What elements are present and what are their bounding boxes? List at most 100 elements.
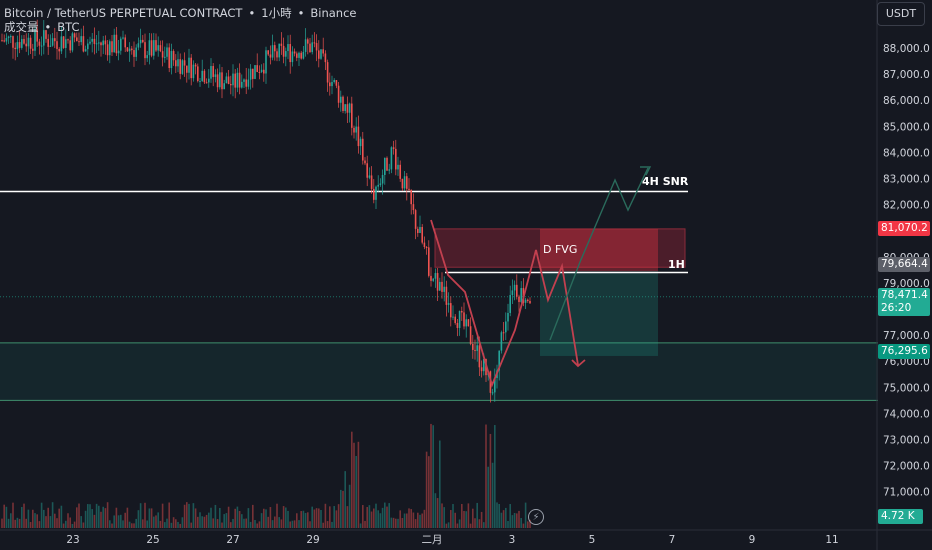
volume-bar [494,425,496,528]
annotation-d-fvg[interactable]: D FVG [543,243,578,256]
y-tick-label: 73,000.0 [883,435,930,447]
volume-bar [234,508,236,528]
candle-body [177,59,179,67]
volume-bar [423,509,426,528]
volume-bar [245,518,247,528]
y-tick-label: 76,000.0 [883,356,930,368]
volume-bar [3,504,5,528]
volume-bar [223,514,225,528]
candle-body [395,148,397,170]
candle-body [181,60,184,74]
volume-bar [326,521,329,528]
candle-body [322,49,324,54]
volume-bar [84,510,87,528]
candle-body [467,319,470,327]
annotation-1h[interactable]: 1H [668,258,685,271]
volume-label[interactable]: 成交量 [4,20,39,34]
volume-bar [201,516,203,528]
volume-bar [432,425,434,528]
candle-body [208,78,210,83]
volume-bar [395,518,397,528]
volume-bar [166,518,168,528]
volume-bar [478,519,481,528]
volume-bar [529,519,531,528]
symbol-name[interactable]: Bitcoin / TetherUS PERPETUAL CONTRACT [4,6,243,20]
volume-bar [109,520,111,528]
candle-body [285,51,287,57]
y-tick-label: 71,000.0 [883,487,930,499]
volume-bar [344,471,346,528]
candle-body [454,316,456,323]
candle-body [232,73,234,86]
candle-body [265,50,267,74]
candle-body [252,68,254,79]
candle-body [335,80,338,86]
exchange-label: Binance [310,6,357,20]
volume-bar [287,510,289,528]
lightning-icon[interactable]: ⚡ [528,509,544,525]
volume-bar [82,522,85,528]
candle-body [516,284,518,297]
volume-bar [177,521,179,528]
y-tick-label: 79,000.0 [883,278,930,290]
candle-body [234,73,236,88]
candle-body [502,332,505,334]
volume-bar [12,502,14,528]
candle-body [309,43,311,53]
volume-bar [170,522,173,528]
volume-bar [430,423,432,528]
volume-bar [113,515,115,528]
volume-bar [199,512,201,528]
volume-bar [238,511,241,528]
candle-body [329,82,331,87]
volume-bar [216,519,219,528]
volume-bar [322,522,324,528]
candle-body [179,59,181,74]
volume-bar [168,502,170,528]
candle-body [12,36,14,48]
volume-bar [406,513,408,528]
volume-bar [511,515,514,528]
candle-body [32,48,34,51]
volume-bar [146,520,148,528]
volume-bar [377,510,379,528]
volume-bar [516,513,518,528]
volume-bar [258,521,261,528]
candle-body [441,281,443,292]
volume-bar [1,518,3,528]
volume-bar [243,518,245,528]
volume-bar [210,507,212,528]
volume-bar [260,513,263,528]
candle-body [307,39,309,44]
candle-body [445,286,448,305]
volume-bar [355,455,357,528]
volume-bar [159,520,162,528]
volume-bar [155,515,157,528]
volume-bar [227,506,230,528]
x-tick-label: 23 [66,534,79,546]
candle-body [91,38,93,42]
volume-bar [241,514,243,528]
volume-bar [100,511,102,528]
candle-body [87,43,89,50]
volume-bar [126,507,129,528]
volume-bar [142,519,144,528]
volume-unit: BTC [57,20,80,34]
volume-bar [148,508,151,528]
interval-label[interactable]: 1小時 [261,6,292,20]
volume-bar [447,522,450,528]
candle-body [368,175,371,178]
candle-body [353,127,355,133]
volume-bar [62,523,65,528]
currency-button[interactable]: USDT [877,2,925,26]
candle-body [498,350,500,371]
candle-body [355,126,357,133]
candle-body [69,40,71,51]
candle-body [359,138,362,147]
annotation-4h-snr[interactable]: 4H SNR [642,175,689,188]
candle-body [21,39,23,48]
candle-body [126,47,129,52]
y-tick-label: 74,000.0 [883,408,930,420]
volume-bar [375,503,377,528]
